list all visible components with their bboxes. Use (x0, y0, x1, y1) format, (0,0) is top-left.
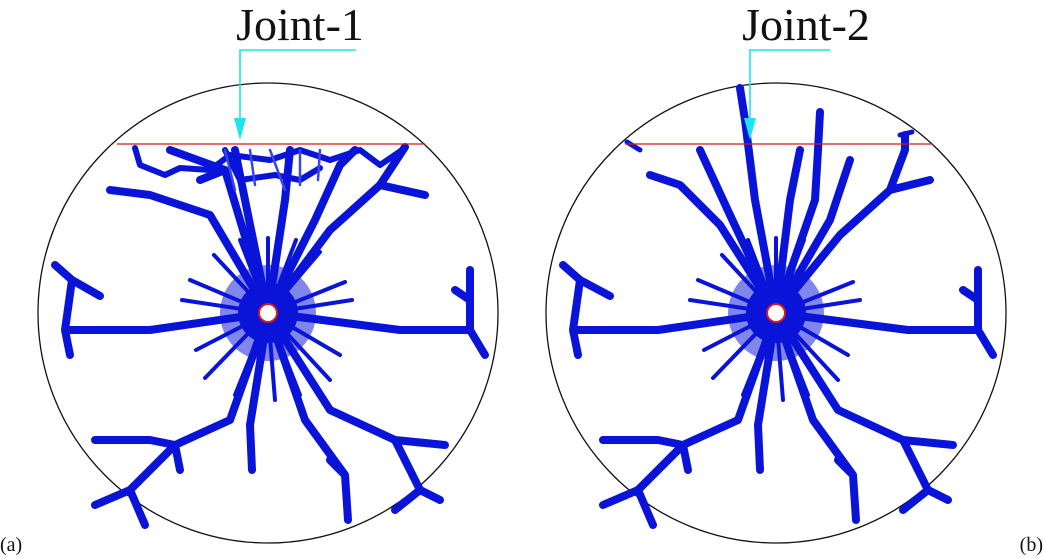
borehole (766, 303, 786, 323)
main-cracks (559, 84, 997, 529)
panel-b: Joint-2 (b) (545, 0, 1043, 556)
panel-title: Joint-2 (742, 0, 870, 50)
joint-label-leader (234, 49, 356, 140)
joint-band (624, 129, 915, 153)
leader-line (749, 49, 830, 120)
borehole (258, 303, 278, 323)
main-cracks (51, 143, 489, 529)
crack-network (559, 84, 997, 529)
arrow-head-icon (234, 118, 246, 140)
leader-line (239, 49, 356, 120)
joint-label-leader (744, 49, 830, 140)
panel-a: Joint-1 (a) (0, 0, 499, 556)
panel-tag: (b) (1020, 534, 1043, 556)
arrow-head-icon (744, 118, 756, 140)
joint-band-detail (223, 148, 322, 192)
panel-tag: (a) (0, 534, 22, 556)
panel-title: Joint-1 (236, 0, 364, 50)
